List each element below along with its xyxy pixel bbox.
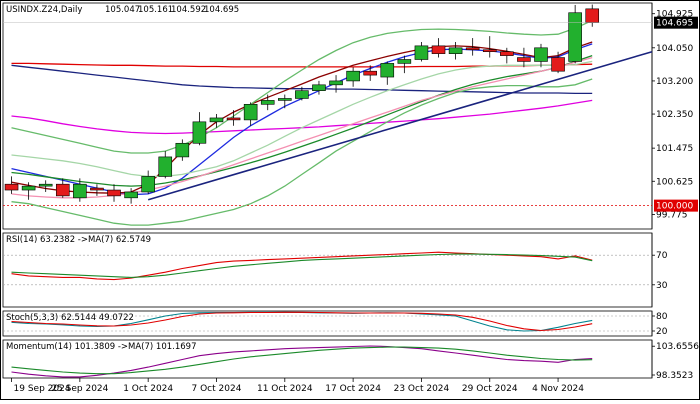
candle-body bbox=[243, 104, 258, 121]
candle-body bbox=[107, 189, 121, 197]
y-tick-label: 101.475 bbox=[656, 144, 693, 154]
y-tick-label: 30 bbox=[656, 281, 668, 291]
candle-body bbox=[141, 176, 155, 193]
y-tick-label: 70 bbox=[656, 251, 668, 261]
series-line bbox=[11, 54, 593, 187]
candle-body bbox=[414, 45, 429, 60]
candle-body bbox=[226, 117, 241, 121]
y-tick-label: 20 bbox=[656, 327, 668, 337]
x-tick-label: 7 Oct 2024 bbox=[192, 384, 242, 394]
level-label-box bbox=[654, 199, 698, 212]
candle-body bbox=[568, 12, 582, 62]
pane-title: Momentum(14) 101.3809 ->MA(7) 101.1697 bbox=[6, 342, 196, 352]
candle-body bbox=[448, 47, 463, 54]
ohlc-readout: 105.047 bbox=[105, 5, 140, 15]
pane-border bbox=[2, 310, 653, 337]
candle-body bbox=[380, 63, 395, 78]
candle-body bbox=[500, 51, 514, 56]
x-tick-label: 1 Oct 2024 bbox=[123, 384, 173, 394]
candle-body bbox=[278, 98, 292, 101]
ohlc-readout: 104.592 bbox=[171, 5, 206, 15]
candle-body bbox=[534, 47, 548, 62]
pane-0: 104.925 104.050 103.200 102.350 101.475 100.6… bbox=[2, 2, 698, 230]
series-line bbox=[11, 60, 593, 178]
series-line bbox=[11, 253, 593, 278]
x-tick-label: 29 Oct 2024 bbox=[462, 384, 518, 394]
candle-body bbox=[551, 57, 565, 72]
candle-body bbox=[55, 183, 70, 197]
series-line bbox=[11, 311, 593, 332]
candle-body bbox=[124, 191, 138, 199]
candle-body bbox=[517, 57, 531, 62]
candle-body bbox=[312, 84, 326, 91]
candle-body bbox=[175, 142, 190, 158]
series-line bbox=[11, 346, 593, 375]
ohlc-readout: 105.161 bbox=[138, 5, 173, 15]
pane-title: Stoch(5,3,3) 62.5144 49.0722 bbox=[6, 313, 134, 323]
last-price-box bbox=[654, 16, 698, 29]
x-tick-label: 23 Oct 2024 bbox=[394, 384, 450, 394]
candle-body bbox=[90, 187, 104, 191]
candle-body bbox=[38, 183, 53, 187]
pane-1: 70 30 RSI(14) 63.2382 ->MA(7) 62.5749 bbox=[2, 232, 668, 308]
pane-3: 103.6556 98.3523 Momentum(14) 101.3809 ->M… bbox=[2, 339, 699, 381]
y-tick-label: 104.050 bbox=[656, 44, 693, 54]
y-tick-label: 104.925 bbox=[656, 10, 693, 20]
candle-body bbox=[192, 121, 207, 144]
candle-body bbox=[4, 183, 19, 191]
last-price-label: 104.695 bbox=[656, 19, 693, 29]
candle-body bbox=[346, 70, 360, 82]
candle-body bbox=[363, 70, 377, 76]
y-tick-label: 98.3523 bbox=[656, 371, 693, 381]
level-label: 100.000 bbox=[656, 202, 693, 212]
candle-body bbox=[431, 45, 446, 54]
pane-title: USINDX.Z24,Daily bbox=[6, 5, 82, 15]
y-tick-label: 103.6556 bbox=[656, 342, 699, 352]
candle-body bbox=[295, 90, 309, 99]
series-line bbox=[11, 19, 593, 154]
y-tick-label: 99.775 bbox=[656, 210, 688, 220]
pane-border bbox=[2, 232, 653, 308]
trendline bbox=[147, 50, 653, 201]
x-tick-label: 11 Oct 2024 bbox=[257, 384, 313, 394]
pane-title: RSI(14) 63.2382 ->MA(7) 62.5749 bbox=[6, 235, 151, 245]
pane-2: 80 20 Stoch(5,3,3) 62.5144 49.0722 bbox=[2, 310, 668, 337]
candle-body bbox=[73, 183, 87, 199]
candle-body bbox=[158, 156, 173, 177]
y-tick-label: 100.625 bbox=[656, 177, 693, 187]
y-tick-label: 80 bbox=[656, 312, 668, 322]
candle-body bbox=[260, 100, 275, 105]
candle-body bbox=[329, 80, 343, 86]
y-tick-label: 103.200 bbox=[656, 77, 693, 87]
x-tick-label: 4 Nov 2024 bbox=[532, 384, 584, 394]
x-tick-label: 25 Sep 2024 bbox=[51, 384, 108, 394]
candle-body bbox=[465, 47, 480, 51]
candle-body bbox=[209, 117, 224, 123]
candle-body bbox=[397, 59, 412, 64]
candle-body bbox=[21, 185, 36, 191]
ohlc-readout: 104.695 bbox=[204, 5, 239, 15]
series-line bbox=[11, 78, 593, 226]
x-tick-label: 19 Sep 2024 bbox=[14, 384, 71, 394]
candle-body bbox=[482, 49, 497, 53]
candle-body bbox=[585, 8, 600, 23]
y-tick-label: 102.350 bbox=[656, 110, 693, 120]
x-tick-label: 17 Oct 2024 bbox=[325, 384, 381, 394]
